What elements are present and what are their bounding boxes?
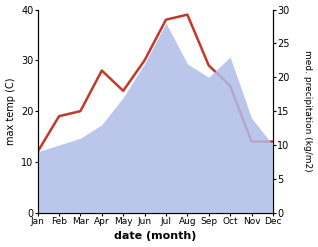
X-axis label: date (month): date (month)	[114, 231, 197, 242]
Y-axis label: med. precipitation (kg/m2): med. precipitation (kg/m2)	[303, 50, 313, 172]
Y-axis label: max temp (C): max temp (C)	[5, 77, 16, 145]
